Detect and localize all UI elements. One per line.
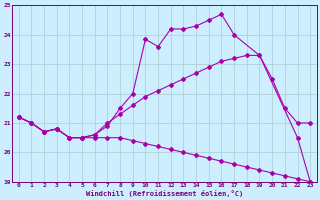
X-axis label: Windchill (Refroidissement éolien,°C): Windchill (Refroidissement éolien,°C)	[86, 190, 243, 197]
